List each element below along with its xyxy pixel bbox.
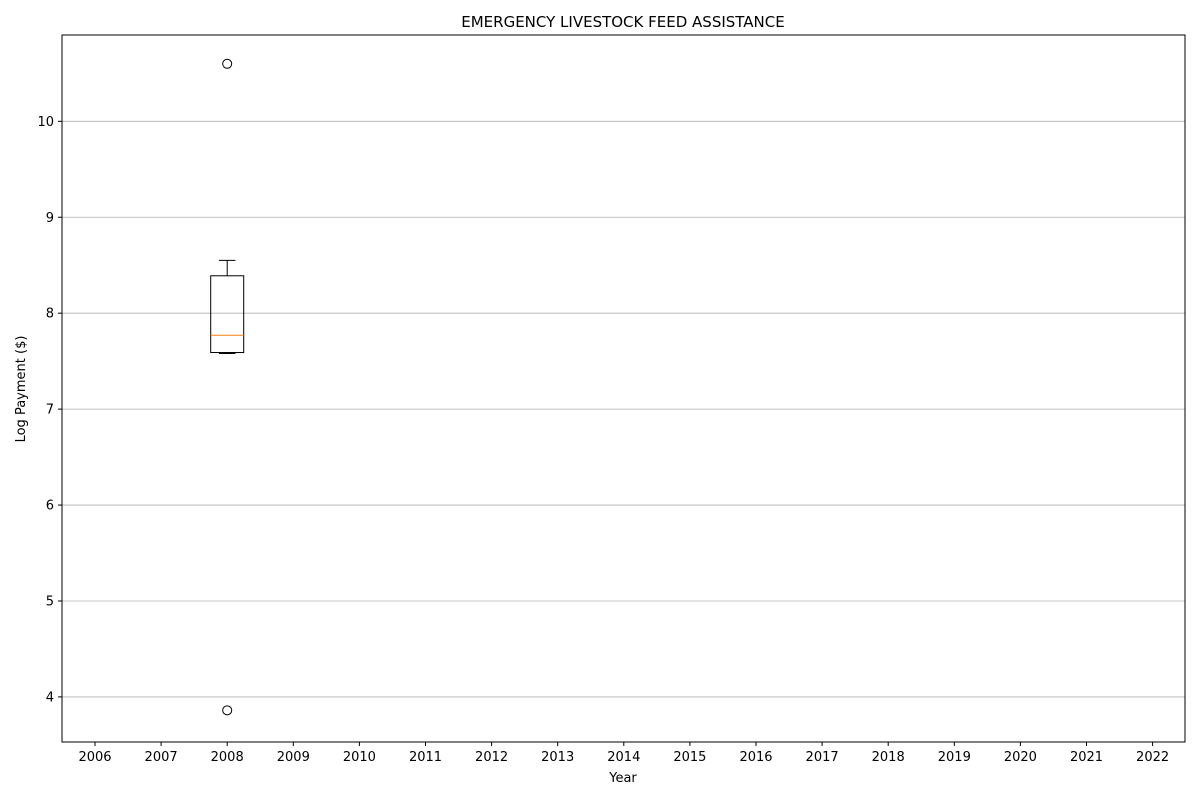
x-axis-ticks: 2006 2007 2008 2009 2010 2011 2012 2013 2014 2015… <box>78 742 1169 765</box>
y-axis-label: Log Payment ($) <box>14 336 29 443</box>
x-tick-label: 2014 <box>607 750 640 765</box>
x-tick-label: 2010 <box>343 750 376 765</box>
chart-title: EMERGENCY LIVESTOCK FEED ASSISTANCE <box>461 13 784 31</box>
box-iqr <box>210 275 245 354</box>
y-tick-label: 10 <box>37 115 54 130</box>
x-tick-label: 2013 <box>541 750 574 765</box>
y-axis-ticks: 4 5 6 7 8 9 10 <box>37 115 62 705</box>
outlier-point <box>222 58 233 69</box>
x-tick-label: 2009 <box>277 750 310 765</box>
x-tick-label: 2012 <box>475 750 508 765</box>
x-tick-label: 2015 <box>673 750 706 765</box>
x-tick-label: 2016 <box>739 750 772 765</box>
y-tick-label: 4 <box>46 690 54 705</box>
x-tick-label: 2006 <box>78 750 111 765</box>
x-tick-label: 2020 <box>1004 750 1037 765</box>
y-tick-label: 6 <box>46 499 54 514</box>
x-tick-label: 2019 <box>938 750 971 765</box>
x-axis-label: Year <box>608 771 637 786</box>
x-tick-label: 2021 <box>1070 750 1103 765</box>
x-tick-label: 2008 <box>211 750 244 765</box>
y-tick-label: 5 <box>46 594 54 609</box>
grid-lines <box>62 120 1185 698</box>
box-group-2008 <box>210 58 245 716</box>
x-tick-label: 2018 <box>872 750 905 765</box>
y-tick-label: 9 <box>46 211 54 226</box>
y-tick-label: 8 <box>46 307 54 322</box>
x-tick-label: 2017 <box>806 750 839 765</box>
x-tick-label: 2022 <box>1136 750 1169 765</box>
boxes <box>210 58 245 716</box>
x-tick-label: 2007 <box>145 750 178 765</box>
y-tick-label: 7 <box>46 403 54 418</box>
x-tick-label: 2011 <box>409 750 442 765</box>
outlier-point <box>222 705 233 716</box>
plot-area-frame <box>61 34 1186 743</box>
